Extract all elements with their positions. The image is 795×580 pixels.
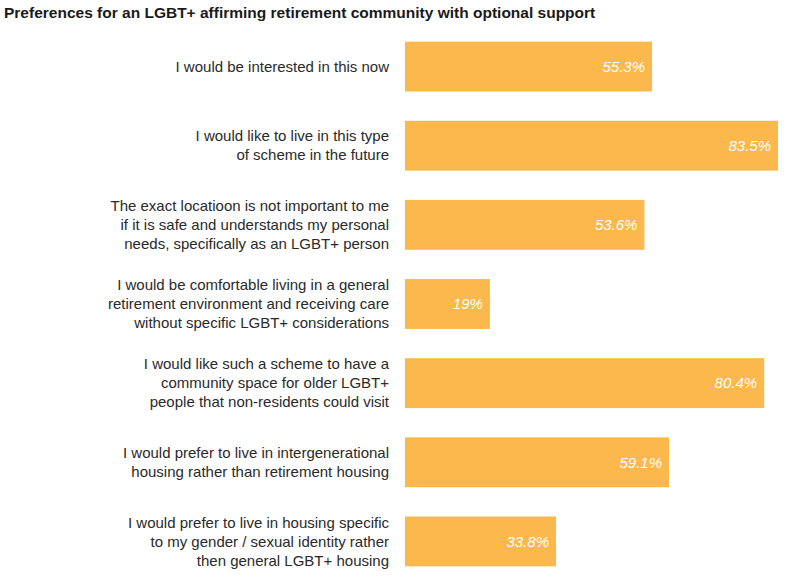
bar [405, 279, 490, 329]
bar [405, 516, 556, 566]
category-label-line: The exact locatioon is not important to … [111, 197, 389, 214]
data-labels: 55.3% 83.5% 53.6% 19% 80.4% 59.1% 33.8% [453, 58, 771, 550]
data-label: 55.3% [602, 58, 645, 75]
bar [405, 200, 644, 250]
data-label: 59.1% [619, 454, 662, 471]
category-label-line: then general LGBT+ housing [197, 552, 389, 569]
bar [405, 121, 778, 171]
bar [405, 42, 652, 92]
category-labels: I would be interested in this now I would… [108, 58, 390, 569]
data-label: 53.6% [595, 216, 638, 233]
category-label: I would prefer to live in intergeneratio… [123, 444, 389, 480]
category-label-line: I would be comfortable living in a gener… [117, 276, 389, 293]
category-label: I would be interested in this now [176, 58, 390, 75]
bars [405, 42, 778, 567]
category-label-line: needs, specifically as an LGBT+ person [124, 235, 389, 252]
category-label-line: I would prefer to live in intergeneratio… [123, 444, 389, 461]
bar [405, 358, 764, 408]
category-label-line: retirement environment and receiving car… [108, 295, 389, 312]
chart: Preferences for an LGBT+ affirming retir… [0, 0, 795, 580]
data-label: 33.8% [506, 533, 549, 550]
category-label: I would prefer to live in housing specif… [128, 514, 389, 569]
category-label: The exact locatioon is not important to … [111, 197, 389, 252]
category-label-line: I would prefer to live in housing specif… [128, 514, 389, 531]
data-label: 19% [453, 295, 483, 312]
category-label-line: I would like to live in this type [196, 127, 389, 144]
bar [405, 437, 669, 487]
category-label-line: community space for older LGBT+ [161, 374, 389, 391]
data-label: 83.5% [728, 137, 771, 154]
category-label: I would like such a scheme to have a comm… [144, 355, 390, 410]
category-label-line: to my gender / sexual identity rather [151, 533, 389, 550]
category-label-line: I would be interested in this now [176, 58, 390, 75]
category-label-line: people that non-residents could visit [150, 393, 390, 410]
category-label-line: of scheme in the future [236, 146, 389, 163]
category-label-line: if it is safe and understands my persona… [121, 216, 389, 233]
category-label: I would like to live in this type of sche… [196, 127, 389, 163]
category-label-line: housing rather than retirement housing [131, 463, 389, 480]
data-label: 80.4% [715, 374, 758, 391]
title: Preferences for an LGBT+ affirming retir… [4, 4, 595, 21]
category-label-line: without specific LGBT+ considerations [133, 314, 389, 331]
category-label-line: I would like such a scheme to have a [144, 355, 390, 372]
category-label: I would be comfortable living in a gener… [108, 276, 389, 331]
